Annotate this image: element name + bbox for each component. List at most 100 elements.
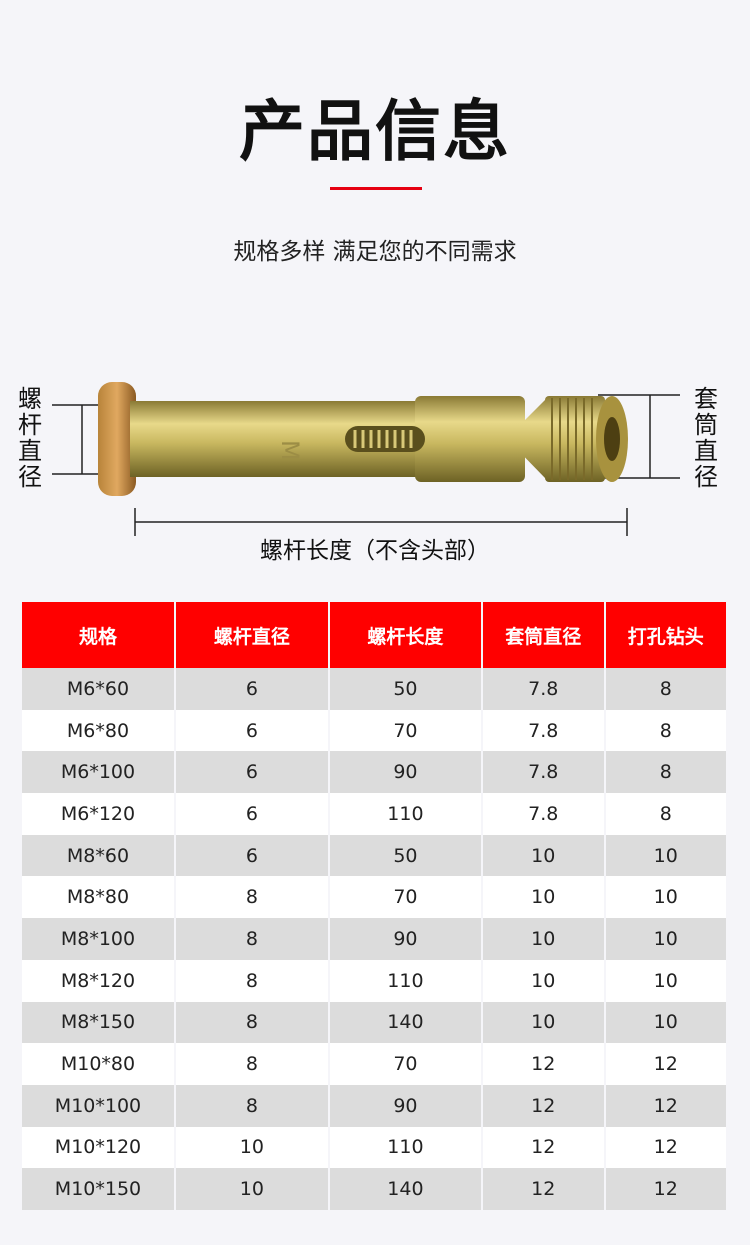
table-cell: 10 [482, 834, 606, 877]
table-cell: M8*60 [22, 834, 176, 877]
table-row: M8*100 8 90 10 10 [22, 918, 726, 960]
table-cell: 6 [174, 751, 330, 794]
table-row: M10*100 8 90 12 12 [22, 1084, 726, 1127]
bolt-length-label: 螺杆长度（不含头部） [260, 538, 490, 564]
table-row: M8*60 6 50 10 10 [22, 834, 726, 877]
page-subtitle: 规格多样 满足您的不同需求 [233, 239, 517, 265]
table-header-row: 规格 螺杆直径 螺杆长度 套筒直径 打孔钻头 [22, 602, 726, 668]
label-char: 直 [694, 437, 718, 465]
table-cell: M10*150 [22, 1168, 176, 1210]
table-cell: 10 [604, 959, 726, 1002]
table-row: M8*150 8 140 10 10 [22, 1001, 726, 1044]
table-row: M6*80 6 70 7.8 8 [22, 709, 726, 752]
table-cell: M10*80 [22, 1043, 176, 1085]
table-cell: 8 [174, 918, 330, 960]
table-cell: 10 [604, 1001, 726, 1044]
table-cell: 8 [604, 793, 726, 835]
table-cell: 10 [604, 918, 726, 960]
table-cell: 10 [482, 959, 606, 1002]
column-header: 螺杆直径 [174, 602, 330, 668]
sleeve [415, 396, 525, 482]
table-cell: 8 [174, 1043, 330, 1085]
label-char: 螺 [18, 385, 42, 413]
table-row: M6*100 6 90 7.8 8 [22, 751, 726, 794]
bolt-head [98, 382, 136, 496]
table-cell: 8 [174, 1001, 330, 1044]
table-cell: M8*100 [22, 918, 176, 960]
column-header: 螺杆长度 [328, 602, 484, 668]
table-cell: M8*150 [22, 1001, 176, 1044]
table-row: M10*150 10 140 12 12 [22, 1168, 726, 1210]
table-cell: 12 [482, 1084, 606, 1127]
table-cell: 110 [328, 1126, 484, 1169]
table-cell: 12 [604, 1126, 726, 1169]
label-char: 径 [18, 463, 42, 491]
table-row: M8*120 8 110 10 10 [22, 959, 726, 1002]
table-cell: 90 [328, 751, 484, 794]
table-cell: 10 [482, 918, 606, 960]
table-cell: M6*100 [22, 751, 176, 794]
table-cell: 8 [174, 959, 330, 1002]
table-cell: 12 [604, 1084, 726, 1127]
label-char: 杆 [18, 411, 42, 439]
table-cell: 10 [482, 876, 606, 919]
page-title: 产品信息 [239, 93, 511, 170]
table-cell: 140 [328, 1168, 484, 1210]
column-header: 规格 [22, 602, 176, 668]
table-cell: M10*120 [22, 1126, 176, 1169]
table-cell: 110 [328, 959, 484, 1002]
table-cell: 12 [482, 1126, 606, 1169]
table-cell: 70 [328, 709, 484, 752]
slot [345, 426, 425, 452]
title-divider [330, 187, 422, 190]
table-cell: 50 [328, 834, 484, 877]
table-cell: 10 [174, 1168, 330, 1210]
table-cell: 90 [328, 918, 484, 960]
table-cell: 10 [604, 834, 726, 877]
table-cell: 110 [328, 793, 484, 835]
table-cell: 12 [482, 1043, 606, 1085]
spec-table: 规格 螺杆直径 螺杆长度 套筒直径 打孔钻头 M6*60 6 50 7.8 8 M6*80 6 70 7… [22, 602, 726, 1210]
table-cell: M6*120 [22, 793, 176, 835]
table-cell: 12 [604, 1168, 726, 1210]
table-cell: 50 [328, 668, 484, 710]
table-cell: 7.8 [482, 751, 606, 794]
table-cell: M6*60 [22, 668, 176, 710]
table-cell: 7.8 [482, 709, 606, 752]
table-cell: 70 [328, 876, 484, 919]
table-cell: 8 [604, 709, 726, 752]
table-cell: 140 [328, 1001, 484, 1044]
column-header: 打孔钻头 [604, 602, 726, 668]
table-row: M10*80 8 70 12 12 [22, 1043, 726, 1085]
table-cell: 90 [328, 1084, 484, 1127]
table-cell: 12 [482, 1168, 606, 1210]
table-cell: 12 [604, 1043, 726, 1085]
table-cell: M8*120 [22, 959, 176, 1002]
bolt-length-dimension [134, 508, 628, 536]
table-cell: 70 [328, 1043, 484, 1085]
table-row: M6*60 6 50 7.8 8 [22, 668, 726, 710]
table-cell: 10 [482, 1001, 606, 1044]
table-cell: 8 [174, 1084, 330, 1127]
label-char: 径 [694, 463, 718, 491]
table-cell: 6 [174, 834, 330, 877]
table-cell: 6 [174, 709, 330, 752]
label-char: 筒 [694, 411, 718, 439]
table-cell: M6*80 [22, 709, 176, 752]
table-cell: 10 [174, 1126, 330, 1169]
product-marking: M [276, 440, 304, 461]
table-cell: 10 [604, 876, 726, 919]
label-char: 直 [18, 437, 42, 465]
expansion-bolt-illustration: M [52, 382, 680, 536]
table-cell: 8 [604, 668, 726, 710]
table-cell: 8 [604, 751, 726, 794]
bolt-diameter-label: 螺杆直径 [16, 386, 44, 490]
table-cell: 8 [174, 876, 330, 919]
sleeve-diameter-label: 套筒直径 [692, 386, 720, 490]
table-cell: M10*100 [22, 1084, 176, 1127]
table-row: M6*120 6 110 7.8 8 [22, 793, 726, 835]
table-cell: 7.8 [482, 793, 606, 835]
label-char: 套 [694, 385, 718, 413]
table-row: M8*80 8 70 10 10 [22, 876, 726, 919]
table-cell: 6 [174, 793, 330, 835]
